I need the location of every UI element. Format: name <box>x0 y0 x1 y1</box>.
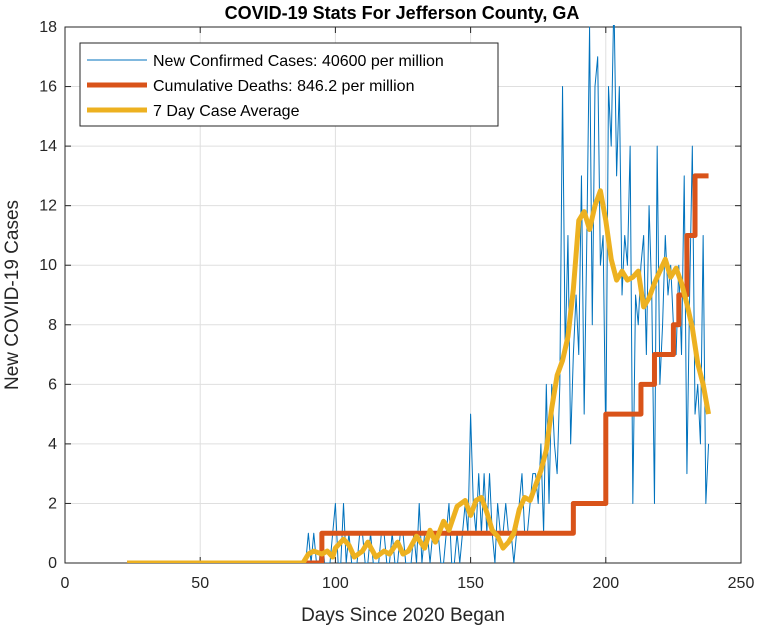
x-tick-label: 200 <box>592 575 619 592</box>
legend-label-2: Cumulative Deaths: 846.2 per million <box>153 78 414 95</box>
legend-box <box>79 42 499 127</box>
legend-label-1: New Confirmed Cases: 40600 per million <box>153 53 444 70</box>
y-axis-label: New COVID-19 Cases <box>2 200 23 390</box>
y-tick-label: 10 <box>39 257 57 274</box>
x-tick-label: 50 <box>191 575 209 592</box>
tick-labels: 0 50 100 150 200 250 0 2 4 6 8 10 12 14 16 18 <box>39 19 754 592</box>
x-tick-label: 0 <box>61 575 70 592</box>
y-tick-label: 12 <box>39 198 57 215</box>
y-tick-label: 18 <box>39 19 57 36</box>
x-tick-label: 150 <box>457 575 484 592</box>
y-tick-label: 8 <box>48 317 57 334</box>
plot-area <box>64 26 742 564</box>
y-tick-label: 14 <box>39 138 57 155</box>
x-axis-label: Days Since 2020 Began <box>301 605 505 626</box>
y-tick-label: 4 <box>48 436 57 453</box>
y-tick-label: 2 <box>48 495 57 512</box>
series-layer <box>127 25 712 563</box>
chart-title: COVID-19 Stats For Jefferson County, GA <box>225 3 580 23</box>
legend: New Confirmed Cases: 40600 per million Cu… <box>79 42 499 127</box>
y-tick-label: 0 <box>48 555 57 572</box>
x-tick-label: 250 <box>728 575 755 592</box>
y-tick-label: 16 <box>39 79 57 96</box>
legend-label-3: 7 Day Case Average <box>153 103 300 120</box>
series-line-3 <box>127 188 712 563</box>
x-tick-label: 100 <box>322 575 349 592</box>
y-tick-label: 6 <box>48 376 57 393</box>
axis-ticks <box>64 26 742 564</box>
